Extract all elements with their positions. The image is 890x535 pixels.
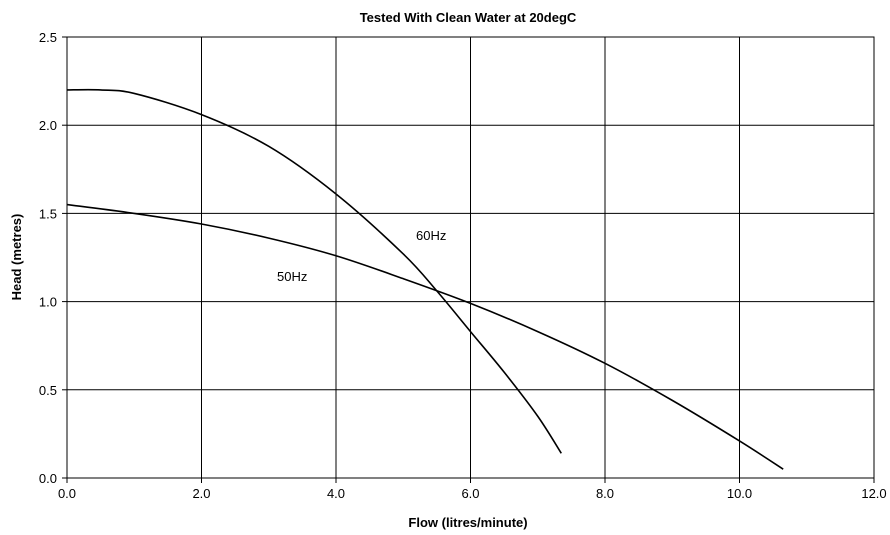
y-tick-label: 0.0 [39, 471, 57, 486]
x-tick-label: 4.0 [327, 486, 345, 501]
series-label-60hz: 60Hz [416, 228, 446, 243]
y-tick-labels: 0.0 0.5 1.0 1.5 2.0 2.5 [39, 30, 57, 486]
series-label-50hz: 50Hz [277, 269, 307, 284]
chart-title: Tested With Clean Water at 20degC [360, 10, 577, 25]
x-tick-label: 10.0 [727, 486, 752, 501]
series-curves [67, 90, 783, 470]
series-curve-50hz [67, 205, 783, 470]
y-tick-label: 1.5 [39, 206, 57, 221]
y-tick-label: 1.0 [39, 295, 57, 310]
x-tick-label: 8.0 [596, 486, 614, 501]
x-tick-label: 0.0 [58, 486, 76, 501]
y-tick-label: 2.0 [39, 118, 57, 133]
y-axis-label: Head (metres) [9, 214, 24, 301]
x-axis-label: Flow (litres/minute) [408, 515, 527, 530]
y-tick-label: 2.5 [39, 30, 57, 45]
y-tick-label: 0.5 [39, 383, 57, 398]
x-tick-label: 6.0 [461, 486, 479, 501]
x-tick-label: 2.0 [192, 486, 210, 501]
grid-lines [62, 37, 874, 483]
x-tick-label: 12.0 [861, 486, 886, 501]
x-tick-labels: 0.0 2.0 4.0 6.0 8.0 10.0 12.0 [58, 486, 887, 501]
series-curve-60hz [67, 90, 561, 454]
